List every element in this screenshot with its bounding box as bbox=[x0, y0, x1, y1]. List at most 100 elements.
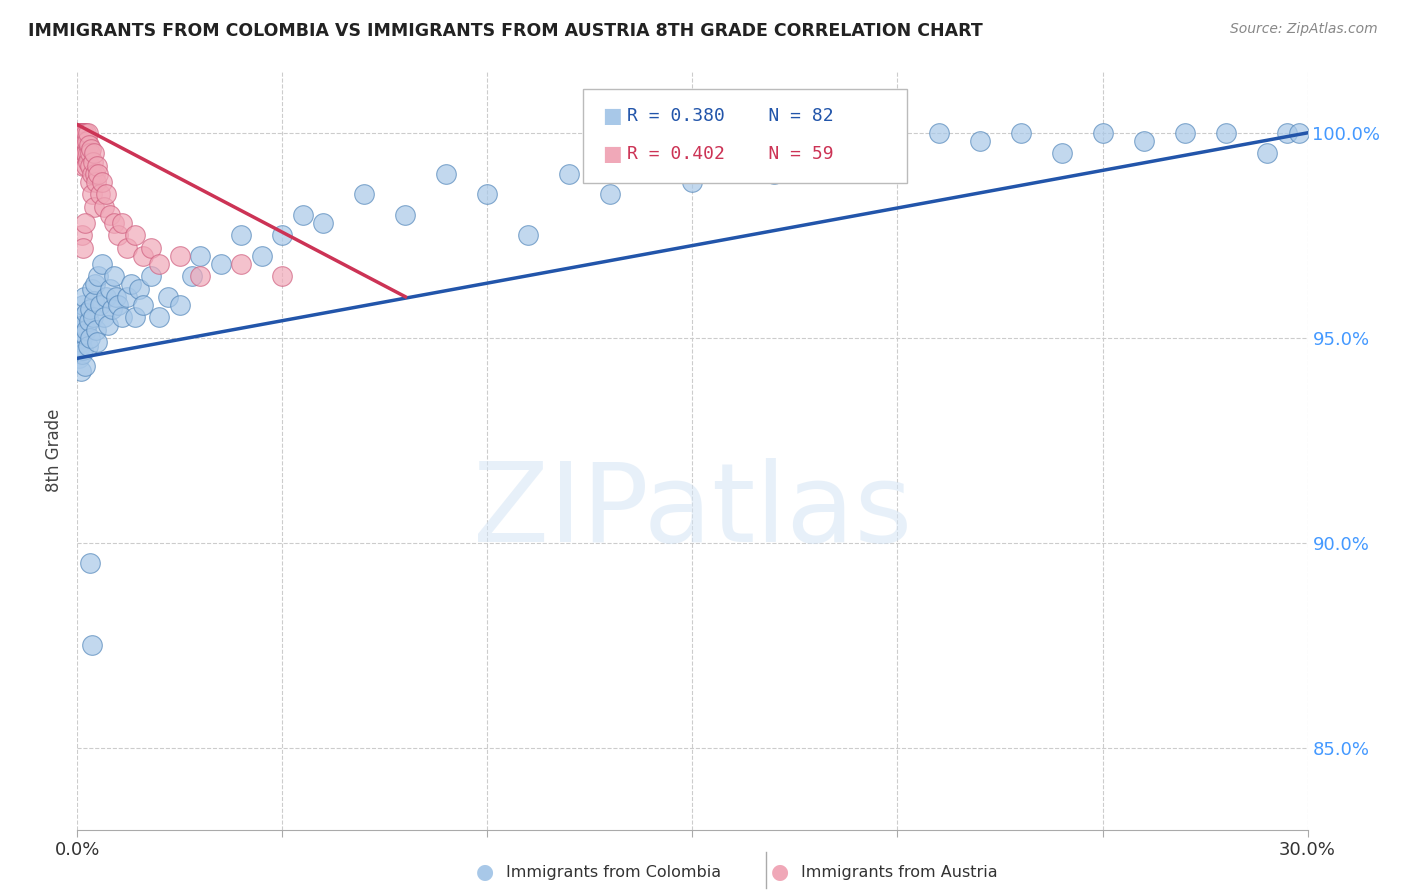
Point bbox=[169, 249, 191, 263]
Point bbox=[886, 146, 908, 161]
Point bbox=[73, 134, 96, 148]
Point bbox=[70, 310, 93, 325]
Point bbox=[1050, 146, 1073, 161]
Point bbox=[90, 175, 114, 189]
Point bbox=[73, 359, 96, 374]
Point bbox=[115, 290, 138, 304]
Text: R = 0.380    N = 82: R = 0.380 N = 82 bbox=[627, 107, 834, 125]
Point bbox=[79, 146, 101, 161]
Point bbox=[79, 331, 101, 345]
Point bbox=[107, 228, 129, 243]
Text: ■: ■ bbox=[602, 145, 621, 164]
Point bbox=[394, 208, 416, 222]
Point bbox=[291, 208, 314, 222]
Point bbox=[477, 187, 499, 202]
Point bbox=[80, 638, 103, 652]
Point bbox=[72, 343, 94, 357]
Point bbox=[77, 314, 100, 328]
Point bbox=[70, 363, 93, 377]
Point bbox=[1288, 126, 1310, 140]
Point bbox=[124, 228, 146, 243]
Point bbox=[70, 334, 93, 349]
Point bbox=[1174, 126, 1197, 140]
Point bbox=[75, 322, 97, 336]
Text: Source: ZipAtlas.com: Source: ZipAtlas.com bbox=[1230, 22, 1378, 37]
Point bbox=[93, 200, 115, 214]
Point bbox=[79, 159, 101, 173]
Point bbox=[231, 228, 253, 243]
Point bbox=[83, 293, 105, 308]
Point bbox=[250, 249, 273, 263]
Point bbox=[70, 134, 93, 148]
Point bbox=[723, 146, 745, 161]
Point bbox=[84, 175, 107, 189]
Point bbox=[69, 322, 91, 336]
Point bbox=[73, 290, 96, 304]
Point bbox=[105, 290, 128, 304]
Point bbox=[70, 347, 93, 361]
Text: ■: ■ bbox=[602, 106, 621, 126]
Point bbox=[72, 298, 94, 312]
Point bbox=[70, 331, 93, 345]
Point bbox=[73, 216, 96, 230]
Point bbox=[87, 167, 110, 181]
Point bbox=[763, 167, 786, 181]
Point bbox=[83, 146, 105, 161]
Point bbox=[271, 228, 294, 243]
Point bbox=[231, 257, 253, 271]
Point bbox=[928, 126, 950, 140]
Point bbox=[169, 298, 191, 312]
Point bbox=[148, 257, 170, 271]
Point bbox=[436, 167, 458, 181]
Point bbox=[90, 257, 114, 271]
Point bbox=[83, 167, 105, 181]
Point bbox=[80, 167, 103, 181]
Point bbox=[77, 138, 100, 153]
Point bbox=[111, 216, 134, 230]
Point bbox=[517, 228, 540, 243]
Point bbox=[72, 159, 94, 173]
Point bbox=[558, 167, 581, 181]
Text: ●: ● bbox=[772, 863, 789, 882]
Point bbox=[82, 310, 104, 325]
Point bbox=[70, 126, 93, 140]
Point bbox=[76, 126, 98, 140]
Point bbox=[132, 298, 155, 312]
Point bbox=[70, 228, 93, 243]
Point bbox=[353, 187, 375, 202]
Point bbox=[72, 146, 94, 161]
Point bbox=[69, 339, 91, 353]
Point bbox=[101, 301, 124, 316]
Point bbox=[682, 175, 704, 189]
Point bbox=[69, 146, 91, 161]
Point bbox=[72, 241, 94, 255]
Point bbox=[103, 216, 125, 230]
Point bbox=[73, 326, 96, 341]
Point bbox=[69, 134, 91, 148]
Point bbox=[69, 126, 91, 140]
Point bbox=[188, 269, 212, 284]
Point bbox=[98, 282, 121, 296]
Point bbox=[67, 126, 90, 140]
Point bbox=[75, 159, 97, 173]
Point bbox=[75, 146, 97, 161]
Point bbox=[80, 142, 103, 156]
Point bbox=[86, 334, 108, 349]
Point bbox=[103, 269, 125, 284]
Point bbox=[1091, 126, 1114, 140]
Point bbox=[72, 126, 94, 140]
Point bbox=[80, 187, 103, 202]
Point bbox=[75, 134, 97, 148]
Text: IMMIGRANTS FROM COLOMBIA VS IMMIGRANTS FROM AUSTRIA 8TH GRADE CORRELATION CHART: IMMIGRANTS FROM COLOMBIA VS IMMIGRANTS F… bbox=[28, 22, 983, 40]
Point bbox=[76, 339, 98, 353]
Point bbox=[312, 216, 335, 230]
Point bbox=[89, 187, 111, 202]
Point bbox=[141, 269, 163, 284]
Point bbox=[969, 134, 991, 148]
Point bbox=[128, 282, 150, 296]
Point bbox=[148, 310, 170, 325]
Y-axis label: 8th Grade: 8th Grade bbox=[45, 409, 63, 492]
Point bbox=[69, 126, 91, 140]
Point bbox=[67, 351, 90, 366]
Point bbox=[83, 277, 105, 292]
